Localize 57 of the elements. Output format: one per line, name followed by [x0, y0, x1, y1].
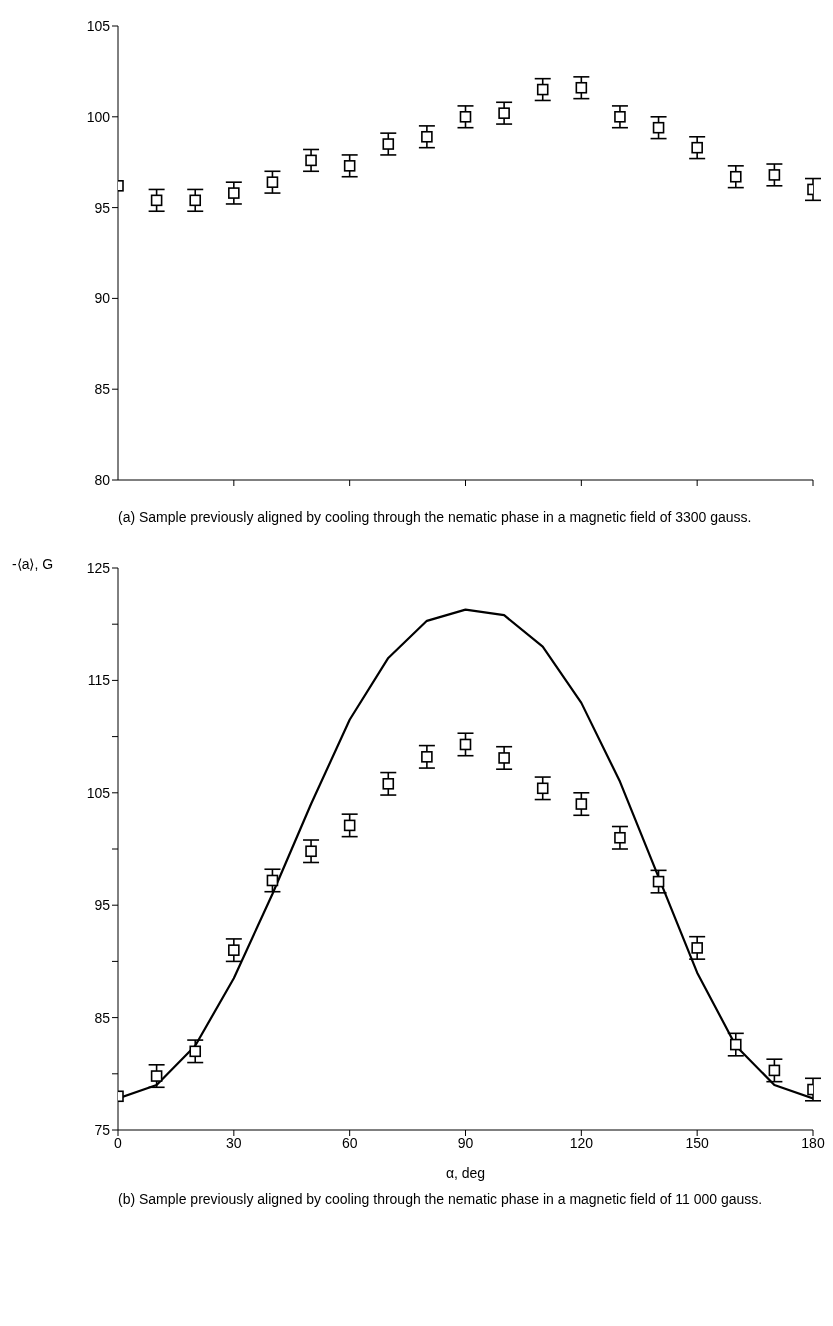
point: [575, 798, 588, 810]
x-tick-label: 120: [569, 1134, 594, 1151]
y-tick-label: 85: [94, 1009, 111, 1026]
point: [536, 83, 549, 96]
point: [691, 141, 703, 154]
point: [382, 778, 395, 790]
point: [421, 751, 433, 763]
point: [189, 1045, 202, 1058]
x-tick-label: 180: [801, 1134, 825, 1151]
point: [305, 845, 317, 858]
x-tick-label: 60: [341, 1134, 358, 1151]
point: [382, 138, 395, 150]
text: (b) Sample previously aligned by cooling through the nematic phase in a magnetic field of 11 000 gauss.: [118, 1190, 764, 1208]
y-tick-label: 105: [86, 17, 111, 34]
y-tick-label: 95: [94, 199, 111, 216]
x-tick-label: 90: [457, 1134, 474, 1151]
point: [228, 187, 240, 199]
x-tick-label: 30: [226, 1134, 242, 1151]
y-tick-label: 85: [94, 381, 111, 398]
point: [729, 1038, 742, 1051]
point: [459, 738, 472, 751]
x-axis-title: α, deg: [445, 1165, 486, 1181]
point: [536, 782, 549, 795]
y-tick-label: 125: [86, 559, 111, 576]
y-axis-title: -⟨a⟩, G: [12, 556, 54, 572]
x-tick-label: 150: [685, 1134, 710, 1151]
point: [652, 875, 665, 888]
point: [652, 121, 665, 134]
point: [614, 831, 626, 844]
point: [266, 874, 279, 887]
point: [150, 1070, 163, 1082]
point: [228, 944, 240, 956]
point: [189, 194, 202, 207]
point: [729, 170, 742, 183]
point: [343, 160, 356, 172]
point: [343, 819, 356, 832]
y-tick-label: 80: [94, 471, 111, 488]
y-tick-label: 105: [86, 784, 111, 801]
point: [421, 130, 433, 143]
y-tick-label: 90: [94, 290, 111, 307]
y-tick-label: 115: [87, 672, 111, 689]
point: [498, 107, 510, 119]
point: [266, 176, 279, 188]
text: (a) Sample previously aligned by cooling through the nematic phase in a magnetic field of 3300 gauss.: [118, 508, 753, 526]
x-tick-label: 0: [114, 1134, 123, 1151]
point: [498, 752, 510, 764]
y-tick-label: 95: [94, 897, 111, 914]
point: [459, 111, 472, 123]
point: [768, 1064, 781, 1077]
point: [305, 154, 317, 167]
point: [614, 111, 626, 123]
point: [575, 81, 588, 94]
point: [150, 194, 163, 207]
point: [768, 169, 781, 181]
y-tick-label: 100: [86, 108, 111, 125]
y-tick-label: 75: [94, 1121, 111, 1138]
point: [691, 942, 703, 954]
